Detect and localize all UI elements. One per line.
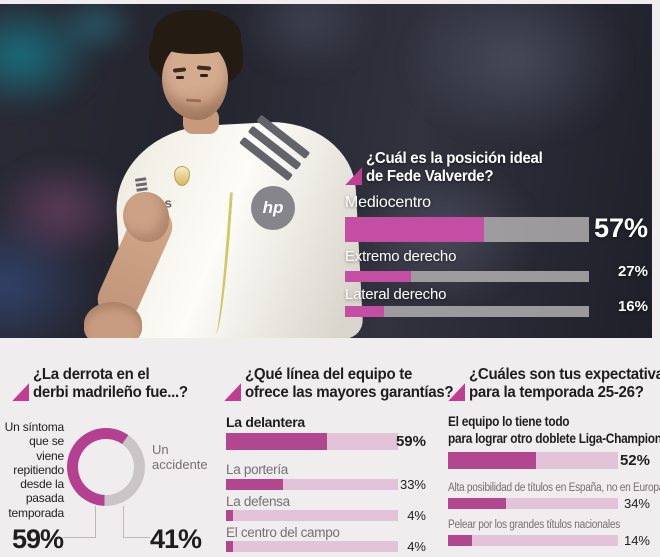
title-line: derbi madrileño fue...? [33,383,188,401]
derby-donut [67,428,145,506]
title-line: ¿Cuál es la posición ideal [366,150,543,167]
bar-value: 57% [593,213,648,243]
bar-extremo-derecho [345,271,589,282]
title-line: ofrece las mayores garantías? [245,383,454,401]
bar-value: 16% [617,298,648,315]
derby-poll-title: ¿La derrota en el derbi madrileño fue...… [12,366,198,402]
bar-value: 33% [399,477,426,492]
bar-label: La portería [226,462,288,477]
bar-value: 27% [617,263,648,280]
bar-fill [226,479,283,490]
bar-value: 59% [395,433,426,450]
bar-fill [345,217,485,242]
bar-defensa [226,510,398,521]
bar-titulos-espana [448,498,618,509]
title-line: para la temporada 25-26? [469,383,644,401]
bar-fill [226,510,233,521]
bar-value: 34% [623,496,650,511]
triangle-marker-icon [345,167,362,186]
donut-slice-label: Un síntoma que se viene repitiendo desde… [4,420,65,520]
bar-label: La defensa [226,494,290,509]
bar-titulos-nacionales [448,535,618,546]
bar-value: 4% [407,539,426,554]
team-lines-poll-title: ¿Qué línea del equipo te ofrece las mayo… [224,366,467,402]
bar-fill [448,535,472,546]
bar-label: El centro del campo [226,525,340,540]
bar-label: Mediocentro [345,194,431,211]
bar-delantera [226,433,398,450]
bar-fill [226,541,233,552]
donut-slice-label: Un accidente [152,442,208,473]
expectations-poll-title: ¿Cuáles son tus expectativas para la tem… [448,366,660,402]
bar-value: 14% [623,533,650,548]
donut-value: 41% [150,524,202,554]
bar-mediocentro [345,217,589,242]
bar-label: La delantera [226,414,305,430]
bar-label: Extremo derecho [345,248,457,265]
triangle-marker-icon [12,383,29,402]
bar-label: Pelear por los grandes títulos nacionale… [448,519,621,531]
bar-fill [345,306,385,317]
title-line: ¿Cuáles son tus expectativas [469,366,660,383]
title-line: de Fede Valverde? [366,167,494,185]
bar-fill [448,452,537,469]
bar-centro-campo [226,541,398,552]
title-line: ¿Qué línea del equipo te [245,366,413,383]
label-line: para lograr otro doblete Liga-Champions [448,431,660,447]
player-hand [84,302,142,338]
leader-line [63,506,96,538]
label-line: El equipo lo tiene todo [448,414,570,429]
position-poll-title: ¿Cuál es la posición ideal de Fede Valve… [345,150,554,186]
leader-line [123,506,150,538]
bar-porteria [226,479,398,490]
title-line: ¿La derrota en el [33,366,150,383]
player-fist [123,192,169,242]
player-eye [200,74,208,77]
bar-fill [448,498,506,509]
bar-value: 4% [407,508,426,523]
bar-label: El equipo lo tiene todo para lograr otro… [448,413,660,448]
hp-sleeve-logo: hp [251,186,295,230]
bar-label: Lateral derecho [345,286,447,303]
player-hair-fringe [153,10,241,54]
bar-label: Alta posibilidad de títulos en España, n… [448,482,660,494]
bar-fill [345,271,411,282]
bar-value: 52% [619,452,650,469]
player-eye [176,76,184,79]
bar-lateral-derecho [345,306,589,317]
donut-value: 59% [12,524,64,554]
position-poll: ¿Cuál es la posición ideal de Fede Valve… [345,150,648,326]
player-photo: tes hp [0,4,652,338]
triangle-marker-icon [448,383,465,402]
bar-fill [226,433,328,450]
triangle-marker-icon [224,383,241,402]
bar-doblete [448,452,618,469]
club-crest [174,166,190,186]
